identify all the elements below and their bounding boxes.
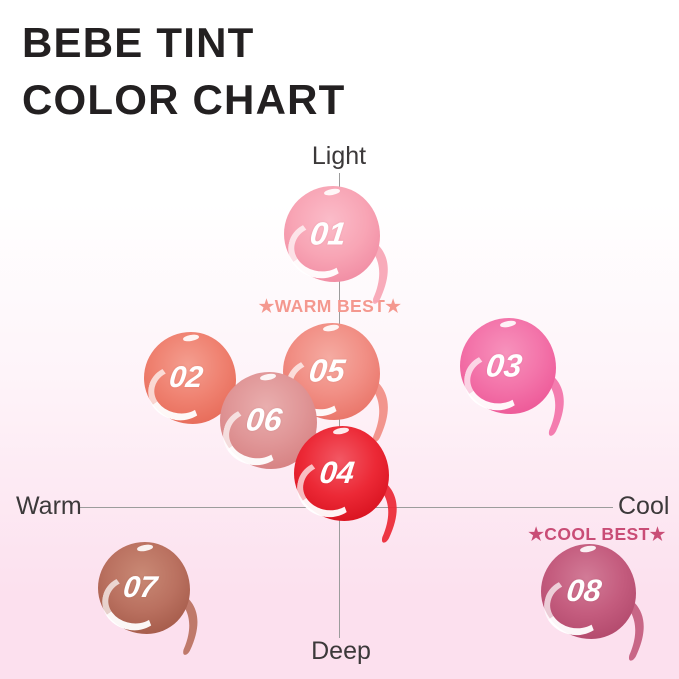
swatch-number: 04: [317, 455, 357, 490]
top-gleam: [182, 333, 199, 342]
swatch-blob-03: 03: [457, 318, 556, 417]
top-gleam: [259, 373, 278, 382]
swatch-blob-07: 07: [96, 542, 190, 637]
swatch-tail-05: [363, 374, 388, 442]
title-line-2: COLOR CHART: [22, 76, 346, 123]
swatch-07: 07: [96, 542, 221, 665]
swatch-blob-04: 04: [291, 425, 389, 524]
swatch-tail-08: [620, 594, 644, 661]
page-title: BEBE TINT COLOR CHART: [22, 14, 346, 128]
axis-label-warm: Warm: [16, 492, 82, 520]
swatch-number: 02: [167, 361, 206, 394]
swatch-08: 08: [538, 543, 668, 671]
swatch-number: 06: [244, 401, 285, 438]
axis-label-cool: Cool: [618, 492, 670, 520]
swatch-05: 05: [280, 322, 413, 453]
axis-label-deep: Deep: [311, 637, 371, 665]
swatch-tail-07: [175, 591, 198, 655]
swatch-number: 03: [484, 347, 525, 384]
swatch-number: 07: [121, 571, 160, 604]
cool-best-badge: ★COOL BEST★: [528, 524, 666, 544]
swatch-tail-04: [373, 476, 397, 543]
title-line-1: BEBE TINT: [22, 19, 255, 66]
warm-best-badge: ★WARM BEST★: [258, 296, 402, 316]
swatch-01: 01: [281, 186, 413, 315]
swatch-03: 03: [457, 318, 589, 447]
top-gleam: [323, 187, 342, 196]
top-gleam: [499, 319, 518, 328]
axis-label-light: Light: [311, 142, 367, 170]
top-gleam: [333, 426, 350, 436]
swatch-number: 08: [564, 573, 604, 608]
top-gleam: [136, 543, 153, 552]
swatch-blob-01: 01: [281, 186, 380, 285]
swatch-tail-01: [364, 237, 388, 304]
swatch-number: 01: [308, 215, 349, 252]
swatch-04: 04: [291, 425, 421, 553]
swatch-blob-08: 08: [538, 543, 636, 642]
swatch-tail-03: [540, 369, 564, 436]
top-gleam: [580, 544, 597, 554]
top-gleam: [322, 324, 341, 333]
